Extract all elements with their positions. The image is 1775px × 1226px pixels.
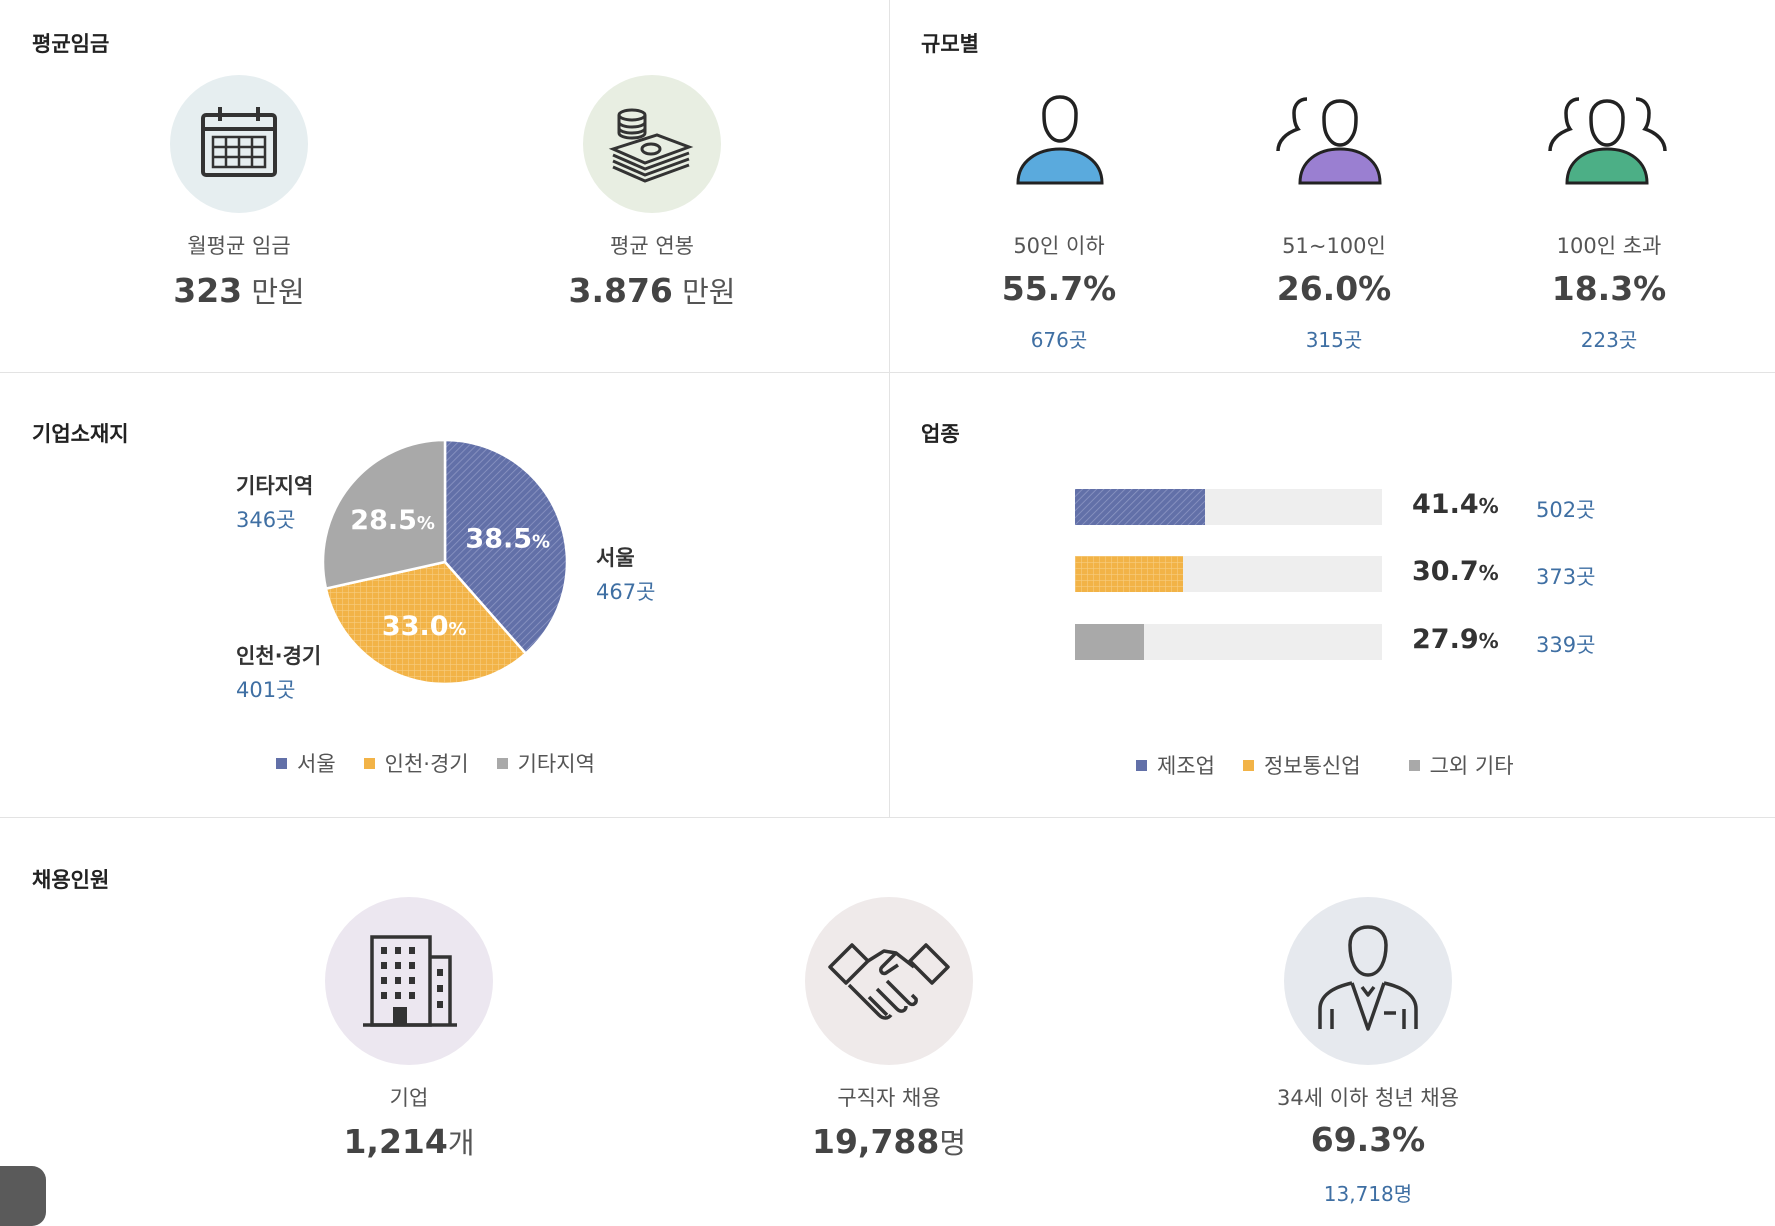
bar-track [1075,489,1382,525]
calendar-icon [170,75,308,213]
size-label: 51~100인 [1282,234,1386,258]
youth-label: 34세 이하 청년 채용 [1277,1086,1459,1110]
size-count: 223곳 [1580,328,1638,352]
size-count: 676곳 [1030,328,1088,352]
annual-salary-value: 3.876 만원 [568,271,736,310]
pie-name-other: 기타지역 [236,474,314,498]
monthly-wage-label: 월평균 임금 [187,234,291,258]
legend-item: 인천·경기 [363,748,469,778]
legend-item: 정보통신업 [1242,750,1361,780]
three-persons-icon [1548,97,1667,185]
bar-pct: 27.9% [1412,624,1499,655]
youth-value: 69.3% [1310,1120,1426,1159]
pie-slice-incheon-gyeonggi [324,560,528,686]
pie-label-seoul: 38.5% [465,523,550,554]
legend-item: 기타지역 [496,748,595,778]
location-title: 기업소재지 [32,422,129,446]
pie-slice-other [321,438,447,591]
bar-pct: 41.4% [1412,489,1499,520]
bar-count: 502곳 [1536,498,1596,522]
pie-name-incheon-gyeonggi: 인천·경기 [236,644,322,668]
size-title: 규모별 [921,32,979,56]
pie-label-incheon-gyeonggi: 33.0% [382,611,467,642]
bar-count: 373곳 [1536,565,1596,589]
company-value: 1,214개 [343,1122,475,1161]
divider [0,372,1775,373]
divider [889,0,890,818]
location-pie-chart: 38.5% 33.0% 28.5% [321,438,569,686]
bar-track [1075,556,1382,592]
bar-count: 339곳 [1536,633,1596,657]
size-count: 315곳 [1305,328,1363,352]
handshake-icon [805,897,973,1065]
youth-count: 13,718명 [1323,1182,1413,1206]
industry-legend: 제조업 정보통신업 그외 기타 [1136,750,1542,780]
bar-other [1075,624,1144,660]
single-person-icon [1016,95,1104,185]
size-pct: 18.3% [1551,269,1667,308]
pie-label-other: 28.5% [350,505,435,536]
bar-ict [1075,556,1183,592]
businessman-icon [1284,897,1452,1065]
pie-name-seoul: 서울 [596,546,635,570]
legend-item: 제조업 [1136,750,1215,780]
bar-manufacturing [1075,489,1205,525]
monthly-wage-value: 323 만원 [173,271,305,310]
hired-value: 19,788명 [811,1122,967,1161]
two-persons-icon [1276,97,1382,185]
company-label: 기업 [389,1086,429,1110]
pie-count-incheon-gyeonggi: 401곳 [236,678,296,702]
money-stack-icon [583,75,721,213]
annual-salary-label: 평균 연봉 [610,234,694,258]
divider [0,817,1775,818]
hiring-title: 채용인원 [32,868,110,892]
bar-track [1075,624,1382,660]
building-icon [325,897,493,1065]
location-legend: 서울 인천·경기 기타지역 [276,748,623,778]
industry-title: 업종 [921,422,960,446]
size-pct: 55.7% [1001,269,1117,308]
size-label: 100인 초과 [1556,234,1662,258]
scroll-corner-button[interactable] [0,1166,46,1226]
avg-wage-title: 평균임금 [32,32,110,56]
pie-slice-seoul [443,438,569,656]
size-label: 50인 이하 [1013,234,1105,258]
pie-count-other: 346곳 [236,508,296,532]
bar-pct: 30.7% [1412,556,1499,587]
pie-count-seoul: 467곳 [596,580,656,604]
size-pct: 26.0% [1276,269,1392,308]
legend-item: 서울 [276,748,336,778]
hired-label: 구직자 채용 [837,1086,941,1110]
legend-item: 그외 기타 [1408,750,1514,780]
